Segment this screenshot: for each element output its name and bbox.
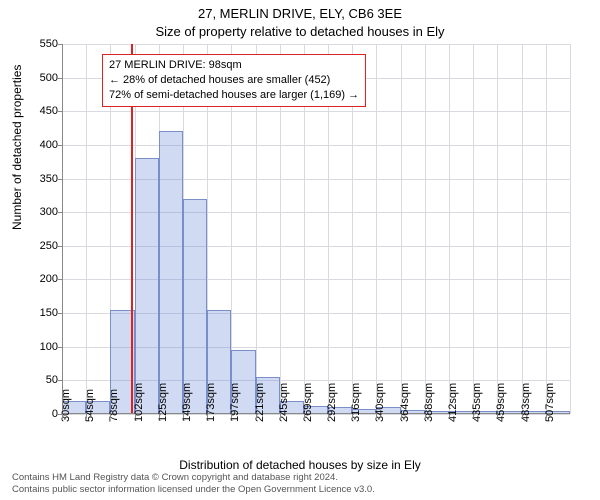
x-tick — [231, 414, 232, 418]
y-tick-label: 50 — [2, 374, 58, 386]
x-tick — [86, 414, 87, 418]
gridline-h — [62, 44, 570, 45]
gridline-v — [570, 44, 571, 414]
y-tick — [58, 347, 62, 348]
x-tick — [328, 414, 329, 418]
gridline-v — [522, 44, 523, 414]
histogram-bar — [135, 158, 159, 414]
gridline-v — [376, 44, 377, 414]
gridline-v — [473, 44, 474, 414]
x-tick — [376, 414, 377, 418]
footer-line-1: Contains HM Land Registry data © Crown c… — [12, 472, 375, 484]
gridline-h — [62, 145, 570, 146]
chart-title-main: 27, MERLIN DRIVE, ELY, CB6 3EE — [0, 6, 600, 21]
histogram-bar — [183, 199, 207, 414]
x-tick — [256, 414, 257, 418]
y-tick — [58, 279, 62, 280]
y-axis-line — [62, 44, 63, 414]
chart-title-sub: Size of property relative to detached ho… — [0, 24, 600, 39]
footer-line-2: Contains public sector information licen… — [12, 484, 375, 496]
y-tick-label: 350 — [2, 173, 58, 185]
gridline-v — [497, 44, 498, 414]
y-tick-label: 300 — [2, 206, 58, 218]
y-tick — [58, 179, 62, 180]
x-tick — [546, 414, 547, 418]
x-tick — [159, 414, 160, 418]
y-tick-label: 400 — [2, 139, 58, 151]
footer-attribution: Contains HM Land Registry data © Crown c… — [12, 472, 375, 496]
y-tick-label: 450 — [2, 105, 58, 117]
y-tick — [58, 111, 62, 112]
y-tick-label: 150 — [2, 307, 58, 319]
y-tick — [58, 44, 62, 45]
y-tick-label: 0 — [2, 408, 58, 420]
y-tick — [58, 380, 62, 381]
info-line-1: 27 MERLIN DRIVE: 98sqm — [109, 58, 359, 73]
gridline-v — [449, 44, 450, 414]
x-tick — [425, 414, 426, 418]
info-box: 27 MERLIN DRIVE: 98sqm ← 28% of detached… — [102, 54, 366, 107]
x-axis-title: Distribution of detached houses by size … — [0, 458, 600, 472]
x-tick — [497, 414, 498, 418]
x-tick — [401, 414, 402, 418]
y-tick — [58, 313, 62, 314]
x-tick — [473, 414, 474, 418]
x-tick — [110, 414, 111, 418]
y-tick-label: 250 — [2, 240, 58, 252]
y-tick-label: 550 — [2, 38, 58, 50]
y-tick — [58, 246, 62, 247]
x-tick — [449, 414, 450, 418]
x-tick — [304, 414, 305, 418]
x-tick — [135, 414, 136, 418]
y-tick-label: 100 — [2, 341, 58, 353]
info-line-3: 72% of semi-detached houses are larger (… — [109, 88, 359, 103]
y-tick — [58, 78, 62, 79]
x-tick — [280, 414, 281, 418]
x-tick — [183, 414, 184, 418]
x-tick — [62, 414, 63, 418]
y-tick-label: 500 — [2, 72, 58, 84]
gridline-v — [401, 44, 402, 414]
x-tick — [352, 414, 353, 418]
y-tick-label: 200 — [2, 273, 58, 285]
histogram-bar — [159, 131, 183, 414]
y-tick — [58, 212, 62, 213]
gridline-h — [62, 111, 570, 112]
gridline-v — [425, 44, 426, 414]
x-tick — [522, 414, 523, 418]
x-tick — [207, 414, 208, 418]
y-tick — [58, 145, 62, 146]
info-line-2: ← 28% of detached houses are smaller (45… — [109, 73, 359, 88]
gridline-v — [546, 44, 547, 414]
gridline-v — [86, 44, 87, 414]
